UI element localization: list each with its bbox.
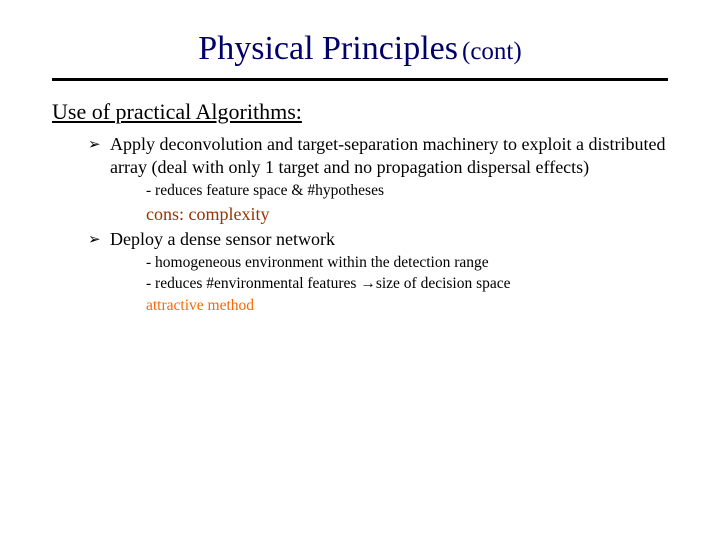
- attractive-line: attractive method: [88, 296, 668, 316]
- title-main: Physical Principles: [198, 30, 458, 67]
- arrow-right-icon: →: [360, 275, 376, 292]
- slide-title: Physical Principles (cont): [52, 30, 668, 68]
- cons-line: cons: complexity: [88, 203, 668, 226]
- cons-text: cons: complexity: [146, 204, 269, 224]
- sub-note: - reduces feature space & #hypotheses: [88, 181, 668, 201]
- sub-note: - homogeneous environment within the det…: [88, 253, 668, 273]
- attractive-text: attractive method: [146, 297, 254, 314]
- title-divider: [52, 78, 668, 81]
- section-heading: Use of practical Algorithms:: [52, 99, 668, 125]
- title-cont: (cont): [462, 38, 522, 65]
- chevron-right-icon: ➢: [88, 135, 101, 154]
- sub-note-text: - reduces #environmental features →size …: [146, 275, 511, 292]
- bullet-item: ➢ Apply deconvolution and target-separat…: [88, 133, 668, 179]
- bullet-list: ➢ Apply deconvolution and target-separat…: [52, 133, 668, 316]
- bullet-text: Apply deconvolution and target-separatio…: [110, 134, 666, 177]
- sub-note: - reduces #environmental features →size …: [88, 274, 668, 294]
- chevron-right-icon: ➢: [88, 230, 101, 249]
- bullet-text: Deploy a dense sensor network: [110, 229, 335, 249]
- bullet-item: ➢ Deploy a dense sensor network: [88, 228, 668, 251]
- slide: Physical Principles (cont) Use of practi…: [0, 0, 720, 540]
